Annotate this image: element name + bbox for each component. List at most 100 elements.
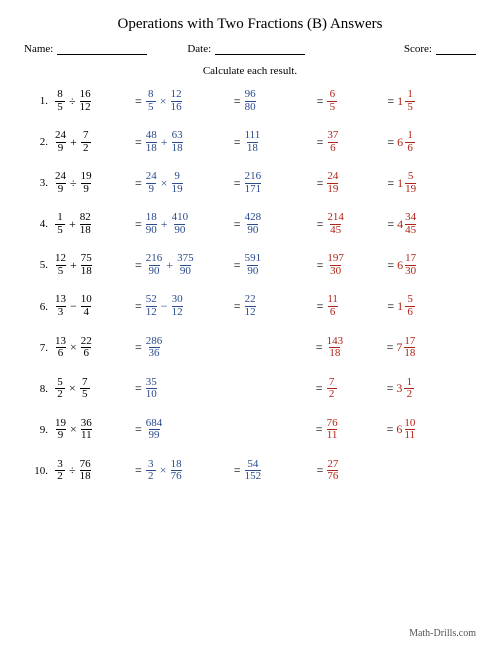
fraction: 1876 — [170, 459, 183, 483]
fraction: 12 — [403, 377, 415, 401]
problem-row: 8.52×75=3510=72=312 — [24, 377, 476, 401]
name-label: Name: — [24, 43, 53, 55]
fraction: 1890 — [145, 212, 158, 236]
problem-index: 6. — [24, 301, 54, 313]
fraction: 125 — [54, 253, 67, 277]
fraction: 104 — [80, 294, 93, 318]
lhs-cell: 52×75 — [54, 377, 132, 401]
mixed-number: 115 — [397, 89, 416, 113]
equals-sign: = — [384, 299, 397, 314]
simplified-cell: 2419 — [326, 171, 384, 195]
operator: + — [158, 217, 171, 232]
fraction: 65 — [326, 89, 338, 113]
step1-cell: 28636 — [145, 336, 231, 360]
problem-row: 2.249+72=4818+6318=11118=376=616 — [24, 130, 476, 154]
equals-sign: = — [384, 94, 397, 109]
lhs-cell: 85÷1612 — [54, 89, 132, 113]
problem-row: 7.136×226=28636=14318=71718 — [24, 336, 476, 360]
fraction: 8218 — [79, 212, 92, 236]
lhs-cell: 125+7518 — [54, 253, 132, 277]
equals-sign: = — [231, 299, 244, 314]
score-label: Score: — [404, 43, 432, 55]
mixed-cell: 43445 — [397, 212, 447, 236]
problem-index: 7. — [24, 342, 54, 354]
score-line — [436, 43, 476, 55]
lhs-cell: 249÷199 — [54, 171, 132, 195]
fraction: 226 — [80, 336, 93, 360]
fraction: 919 — [171, 171, 184, 195]
date-label: Date: — [187, 43, 211, 55]
problem-row: 3.249÷199=249×919=216171=2419=1519 — [24, 171, 476, 195]
step1-cell: 68499 — [145, 418, 231, 442]
problem-index: 2. — [24, 136, 54, 148]
equals-sign: = — [314, 258, 327, 273]
lhs-cell: 136×226 — [54, 336, 132, 360]
problem-index: 3. — [24, 177, 54, 189]
problem-index: 8. — [24, 383, 54, 395]
simplified-cell: 19730 — [326, 253, 384, 277]
mixed-cell: 61730 — [397, 253, 447, 277]
date-line — [215, 43, 305, 55]
header-row: Name: Date: Score: — [24, 43, 476, 55]
lhs-cell: 199×3611 — [54, 418, 132, 442]
mixed-cell: 616 — [397, 130, 447, 154]
problem-row: 5.125+7518=21690+37590=59190=19730=61730 — [24, 253, 476, 277]
fraction: 59190 — [244, 253, 263, 277]
fraction: 75 — [79, 377, 91, 401]
step2-cell: 9680 — [244, 89, 314, 113]
operator: ÷ — [66, 463, 79, 478]
problems-list: 1.85÷1612=85×1216=9680=65=1152.249+72=48… — [24, 89, 476, 483]
step1-cell: 1890+41090 — [145, 212, 231, 236]
step1-cell: 4818+6318 — [145, 130, 231, 154]
fraction: 116 — [326, 294, 339, 318]
simplified-cell: 21445 — [326, 212, 384, 236]
fraction: 199 — [54, 418, 67, 442]
simplified-cell: 14318 — [326, 336, 384, 360]
footer-text: Math-Drills.com — [409, 628, 476, 639]
equals-sign: = — [231, 463, 244, 478]
fraction: 72 — [326, 377, 338, 401]
equals-sign: = — [132, 94, 145, 109]
operator: × — [157, 94, 170, 109]
equals-sign: = — [132, 258, 145, 273]
operator: × — [66, 381, 79, 396]
worksheet-page: Operations with Two Fractions (B) Answer… — [0, 0, 500, 647]
problem-row: 1.85÷1612=85×1216=9680=65=115 — [24, 89, 476, 113]
equals-sign: = — [231, 94, 244, 109]
equals-sign: = — [313, 340, 326, 355]
equals-sign: = — [314, 463, 327, 478]
fraction: 136 — [54, 336, 67, 360]
mixed-number: 61011 — [396, 418, 416, 442]
fraction: 19730 — [326, 253, 345, 277]
fraction: 2212 — [244, 294, 257, 318]
mixed-cell: 156 — [397, 294, 447, 318]
step1-cell: 5212−3012 — [145, 294, 231, 318]
step2-cell: 42890 — [244, 212, 314, 236]
fraction: 2776 — [326, 459, 339, 483]
equals-sign: = — [132, 299, 145, 314]
operator: + — [67, 135, 80, 150]
operator: − — [67, 299, 80, 314]
step1-cell: 32×1876 — [145, 459, 231, 483]
equals-sign: = — [314, 135, 327, 150]
mixed-cell: 1519 — [397, 171, 447, 195]
equals-sign: = — [313, 381, 326, 396]
fraction: 16 — [404, 130, 416, 154]
fraction: 133 — [54, 294, 67, 318]
problem-row: 6.133−104=5212−3012=2212=116=156 — [24, 294, 476, 318]
fraction: 21445 — [326, 212, 345, 236]
operator: × — [67, 340, 80, 355]
equals-sign: = — [231, 176, 244, 191]
mixed-cell: 115 — [397, 89, 447, 113]
name-field: Name: — [24, 43, 147, 55]
lhs-cell: 249+72 — [54, 130, 132, 154]
equals-sign: = — [314, 94, 327, 109]
fraction: 32 — [54, 459, 66, 483]
equals-sign: = — [132, 135, 145, 150]
fraction: 15 — [54, 212, 66, 236]
fraction: 1612 — [79, 89, 92, 113]
operator: × — [158, 176, 171, 191]
operator: + — [66, 217, 79, 232]
mixed-number: 43445 — [397, 212, 417, 236]
fraction: 85 — [54, 89, 66, 113]
